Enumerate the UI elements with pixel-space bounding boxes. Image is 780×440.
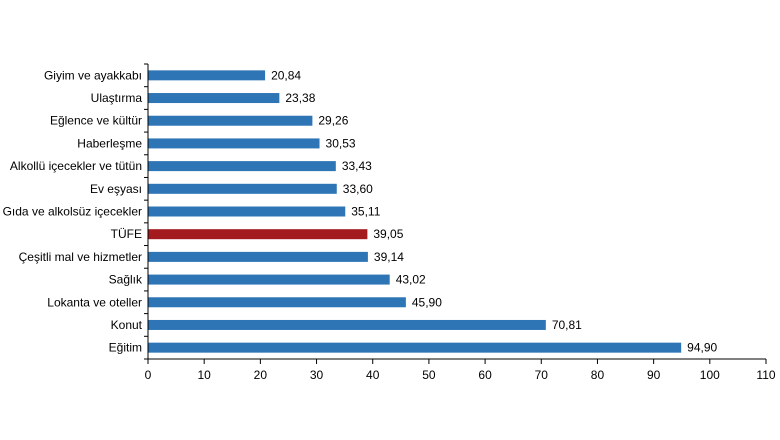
- category-label: Ulaştırma: [91, 91, 143, 105]
- bar: [148, 206, 346, 217]
- value-label: 43,02: [396, 273, 426, 287]
- x-tick-label: 110: [756, 368, 775, 382]
- value-label: 33,60: [343, 182, 373, 196]
- category-labels: Giyim ve ayakkabı Ulaştırma Eğlence ve kül…: [3, 68, 143, 354]
- bar: [148, 297, 406, 308]
- category-label: Giyim ve ayakkabı: [44, 68, 142, 82]
- bars: [148, 70, 682, 353]
- x-tick-label: 10: [198, 368, 212, 382]
- value-label: 39,14: [374, 250, 404, 264]
- value-label: 35,11: [351, 205, 380, 219]
- value-label: 94,90: [687, 341, 717, 355]
- bar: [148, 342, 682, 353]
- category-label: Çeşitli mal ve hizmetler: [19, 250, 142, 264]
- category-label: Ev eşyası: [90, 182, 142, 196]
- x-tick-label: 60: [478, 368, 492, 382]
- x-tick-label: 90: [647, 368, 661, 382]
- axes: [144, 63, 766, 360]
- bar: [148, 161, 336, 172]
- x-axis-ticks: 0 10 20 30 40 50 60 70 80 90 100 110: [145, 359, 776, 382]
- bar: [148, 274, 390, 285]
- value-label: 29,26: [318, 114, 348, 128]
- bar: [148, 115, 313, 126]
- x-tick-label: 30: [310, 368, 324, 382]
- value-label: 70,81: [552, 318, 582, 332]
- x-tick-label: 50: [422, 368, 436, 382]
- x-tick-label: 100: [700, 368, 720, 382]
- value-label: 20,84: [271, 68, 301, 82]
- category-label: Eğlence ve kültür: [50, 114, 142, 128]
- category-label: Alkollü içecekler ve tütün: [10, 159, 142, 173]
- bar: [148, 251, 368, 262]
- category-label: Sağlık: [109, 273, 143, 287]
- value-label: 45,90: [412, 295, 442, 309]
- category-label: Eğitim: [109, 341, 142, 355]
- x-tick-label: 80: [591, 368, 605, 382]
- bar-highlight: [148, 229, 368, 240]
- category-label: Haberleşme: [77, 136, 142, 150]
- category-label: Konut: [111, 318, 143, 332]
- bar: [148, 138, 320, 149]
- x-tick-label: 0: [145, 368, 152, 382]
- category-label: TÜFE: [111, 227, 142, 241]
- category-label: Gıda ve alkolsüz içecekler: [3, 205, 142, 219]
- value-label: 30,53: [326, 136, 356, 150]
- bar: [148, 183, 337, 194]
- value-label: 23,38: [285, 91, 315, 105]
- x-tick-label: 40: [366, 368, 380, 382]
- x-tick-label: 20: [254, 368, 268, 382]
- x-tick-label: 70: [535, 368, 549, 382]
- bar: [148, 93, 280, 104]
- value-label: 33,43: [342, 159, 372, 173]
- bar: [148, 319, 546, 330]
- value-label: 39,05: [373, 227, 403, 241]
- bar: [148, 70, 266, 81]
- category-label: Lokanta ve oteller: [47, 295, 142, 309]
